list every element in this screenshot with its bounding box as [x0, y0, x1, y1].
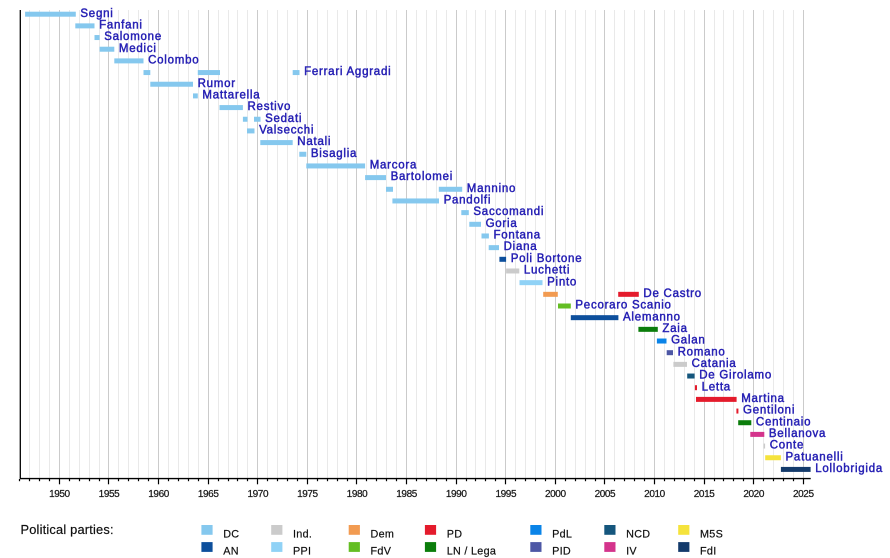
svg-text:Patuanelli: Patuanelli — [786, 451, 844, 463]
svg-text:Luchetti: Luchetti — [524, 265, 570, 277]
svg-text:2005: 2005 — [595, 489, 616, 500]
svg-text:1965: 1965 — [198, 489, 219, 500]
svg-text:Lollobrigida: Lollobrigida — [815, 463, 883, 475]
svg-text:Bellanova: Bellanova — [769, 428, 826, 440]
svg-text:1950: 1950 — [49, 489, 70, 500]
svg-text:Conte: Conte — [770, 440, 804, 452]
svg-text:2000: 2000 — [545, 489, 566, 500]
svg-text:Romano: Romano — [678, 346, 726, 358]
svg-text:Mattarella: Mattarella — [202, 90, 260, 102]
svg-text:Letta: Letta — [702, 381, 731, 393]
svg-text:PdL: PdL — [552, 528, 572, 540]
svg-text:PID: PID — [552, 546, 571, 558]
svg-text:Catania: Catania — [692, 358, 737, 370]
svg-text:Dem: Dem — [371, 528, 395, 540]
svg-text:Pandolfi: Pandolfi — [444, 195, 492, 207]
svg-text:Medici: Medici — [119, 43, 157, 55]
svg-text:FdI: FdI — [700, 546, 717, 558]
svg-text:Martina: Martina — [741, 393, 785, 405]
svg-text:FdV: FdV — [371, 546, 392, 558]
svg-text:Centinaio: Centinaio — [756, 416, 811, 428]
svg-text:Restivo: Restivo — [248, 101, 292, 113]
svg-text:NCD: NCD — [626, 528, 650, 540]
svg-text:Natali: Natali — [297, 136, 331, 148]
svg-text:De Girolamo: De Girolamo — [699, 370, 772, 382]
svg-text:2020: 2020 — [743, 489, 764, 500]
svg-text:LN / Lega: LN / Lega — [447, 546, 497, 558]
svg-text:PPI: PPI — [293, 546, 311, 558]
svg-text:Saccomandi: Saccomandi — [473, 206, 544, 218]
svg-text:1980: 1980 — [347, 489, 368, 500]
svg-text:1975: 1975 — [297, 489, 318, 500]
svg-text:Pinto: Pinto — [547, 276, 577, 288]
svg-text:Political parties:: Political parties: — [21, 522, 114, 537]
svg-text:Rumor: Rumor — [198, 78, 236, 90]
svg-text:Alemanno: Alemanno — [623, 311, 681, 323]
svg-text:Pecoraro Scanio: Pecoraro Scanio — [575, 300, 671, 312]
svg-text:Diana: Diana — [504, 241, 538, 253]
svg-text:2015: 2015 — [694, 489, 715, 500]
svg-text:Galan: Galan — [671, 335, 705, 347]
svg-text:Colombo: Colombo — [148, 54, 199, 66]
svg-text:1970: 1970 — [247, 489, 268, 500]
svg-text:Poli Bortone: Poli Bortone — [511, 253, 583, 265]
svg-text:Bisaglia: Bisaglia — [311, 148, 357, 160]
svg-text:Salomone: Salomone — [104, 31, 162, 43]
svg-text:Fanfani: Fanfani — [99, 19, 143, 31]
svg-text:De Castro: De Castro — [643, 288, 702, 300]
svg-text:Bartolomei: Bartolomei — [391, 171, 453, 183]
svg-text:2025: 2025 — [793, 489, 814, 500]
svg-text:Mannino: Mannino — [467, 183, 516, 195]
svg-text:Zaia: Zaia — [662, 323, 687, 335]
svg-text:PD: PD — [447, 528, 463, 540]
svg-text:Segni: Segni — [80, 8, 113, 20]
svg-text:1955: 1955 — [99, 489, 120, 500]
svg-text:1960: 1960 — [148, 489, 169, 500]
svg-text:DC: DC — [223, 528, 239, 540]
svg-text:M5S: M5S — [700, 528, 723, 540]
svg-text:AN: AN — [223, 546, 239, 558]
svg-text:Ind.: Ind. — [293, 528, 312, 540]
svg-text:Gentiloni: Gentiloni — [743, 405, 795, 417]
svg-text:Valsecchi: Valsecchi — [259, 125, 314, 137]
svg-text:2010: 2010 — [644, 489, 665, 500]
svg-text:Ferrari Aggradi: Ferrari Aggradi — [304, 66, 391, 78]
svg-text:1990: 1990 — [446, 489, 467, 500]
svg-text:IV: IV — [626, 546, 637, 558]
svg-text:Fontana: Fontana — [494, 230, 541, 242]
svg-text:1995: 1995 — [495, 489, 516, 500]
svg-text:Sedati: Sedati — [265, 113, 302, 125]
svg-text:Marcora: Marcora — [370, 160, 417, 172]
svg-text:1985: 1985 — [396, 489, 417, 500]
svg-text:Goria: Goria — [486, 218, 518, 230]
